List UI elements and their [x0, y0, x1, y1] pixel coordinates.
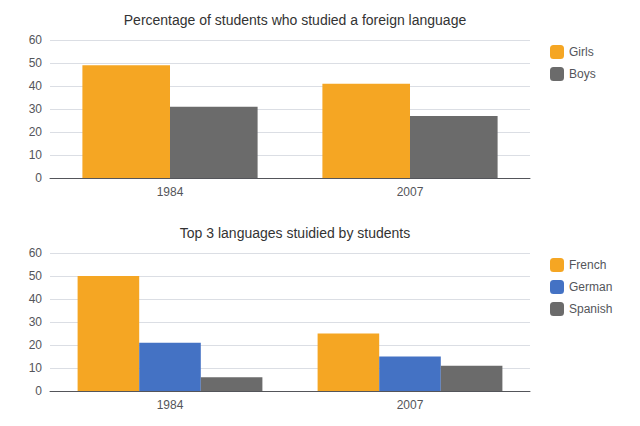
svg-text:Girls: Girls: [569, 45, 594, 59]
svg-text:1984: 1984: [157, 185, 184, 199]
svg-text:Percentage of students who stu: Percentage of students who studied a for…: [124, 12, 467, 28]
svg-text:Spanish: Spanish: [569, 302, 612, 316]
svg-text:60: 60: [29, 33, 43, 47]
svg-text:0: 0: [35, 384, 42, 398]
svg-text:50: 50: [29, 269, 43, 283]
svg-text:40: 40: [29, 292, 43, 306]
svg-text:Boys: Boys: [569, 67, 596, 81]
svg-text:German: German: [569, 280, 612, 294]
svg-text:1984: 1984: [157, 398, 184, 412]
svg-text:60: 60: [29, 246, 43, 260]
svg-text:10: 10: [29, 148, 43, 162]
svg-text:20: 20: [29, 125, 43, 139]
svg-text:French: French: [569, 258, 606, 272]
svg-text:10: 10: [29, 361, 43, 375]
svg-text:2007: 2007: [397, 398, 424, 412]
svg-text:2007: 2007: [397, 185, 424, 199]
svg-text:40: 40: [29, 79, 43, 93]
svg-text:0: 0: [35, 171, 42, 185]
svg-text:Top 3 languages stuidied by st: Top 3 languages stuidied by students: [180, 225, 410, 241]
svg-text:30: 30: [29, 315, 43, 329]
svg-text:50: 50: [29, 56, 43, 70]
svg-text:30: 30: [29, 102, 43, 116]
svg-text:20: 20: [29, 338, 43, 352]
